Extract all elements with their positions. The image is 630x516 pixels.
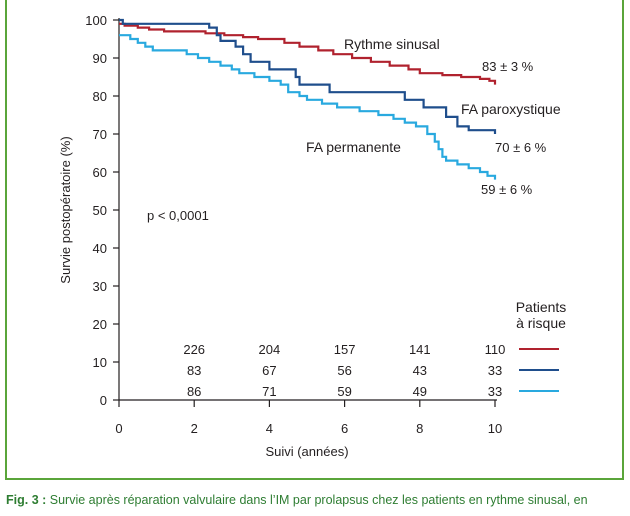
risk-count-fa-permanente: 59 xyxy=(337,384,351,399)
series-line-rythme-sinusal xyxy=(119,22,497,85)
risk-count-fa-paroxystique: 56 xyxy=(337,363,351,378)
risk-count-rythme-sinusal: 226 xyxy=(183,342,205,357)
y-tick-label: 80 xyxy=(93,89,107,104)
risk-count-rythme-sinusal: 157 xyxy=(334,342,356,357)
risk-count-fa-permanente: 49 xyxy=(413,384,427,399)
y-tick-label: 40 xyxy=(93,241,107,256)
caption-label: Fig. 3 : xyxy=(6,493,47,507)
risk-count-fa-permanente: 71 xyxy=(262,384,276,399)
y-tick-label: 20 xyxy=(93,317,107,332)
series-line-fa-permanente xyxy=(119,34,497,180)
y-axis-title: Survie postopératoire (%) xyxy=(58,136,73,283)
y-tick-label: 0 xyxy=(100,393,107,408)
end-value-label-fa-paroxystique: 70 ± 6 % xyxy=(495,140,547,155)
y-tick-label: 100 xyxy=(85,13,107,28)
series-label-fa-permanente: FA permanente xyxy=(306,139,401,155)
y-tick-label: 60 xyxy=(93,165,107,180)
risk-count-rythme-sinusal: 110 xyxy=(485,342,506,357)
end-value-label-fa-permanente: 59 ± 6 % xyxy=(481,182,533,197)
risk-count-fa-paroxystique: 33 xyxy=(488,363,502,378)
x-tick-label: 10 xyxy=(488,421,502,436)
x-axis-title: Suivi (années) xyxy=(265,444,348,459)
risk-count-fa-paroxystique: 43 xyxy=(413,363,427,378)
risk-count-fa-paroxystique: 83 xyxy=(187,363,201,378)
caption-text: Survie après réparation valvulaire dans … xyxy=(49,493,588,507)
figure-caption: Fig. 3 : Survie après réparation valvula… xyxy=(6,492,624,516)
risk-table-header-line2: à risque xyxy=(516,315,566,331)
survival-chart: 0 10 20 30 40 50 60 70 80 90 100 0 2 4 6 8 10 Suivi (anné… xyxy=(58,13,567,459)
y-tick-label: 70 xyxy=(93,127,107,142)
x-tick-label: 2 xyxy=(191,421,198,436)
x-tick-label: 0 xyxy=(115,421,122,436)
y-tick-label: 50 xyxy=(93,203,107,218)
y-tick-label: 10 xyxy=(93,355,107,370)
series-label-fa-paroxystique: FA paroxystique xyxy=(461,101,561,117)
y-tick-label: 30 xyxy=(93,279,107,294)
y-tick-label: 90 xyxy=(93,51,107,66)
series-line-fa-paroxystique xyxy=(119,18,497,134)
p-value-annotation: p < 0,0001 xyxy=(147,208,209,223)
risk-count-rythme-sinusal: 204 xyxy=(259,342,281,357)
risk-count-rythme-sinusal: 141 xyxy=(409,342,431,357)
risk-count-fa-permanente: 33 xyxy=(488,384,502,399)
x-tick-label: 4 xyxy=(266,421,273,436)
figure-frame xyxy=(5,0,624,480)
end-value-label-rythme-sinusal: 83 ± 3 % xyxy=(482,59,534,74)
x-tick-label: 6 xyxy=(341,421,348,436)
risk-count-fa-paroxystique: 67 xyxy=(262,363,276,378)
risk-count-fa-permanente: 86 xyxy=(187,384,201,399)
risk-table-header-line1: Patients xyxy=(516,299,567,315)
series-label-rythme-sinusal: Rythme sinusal xyxy=(344,36,440,52)
x-tick-label: 8 xyxy=(416,421,423,436)
